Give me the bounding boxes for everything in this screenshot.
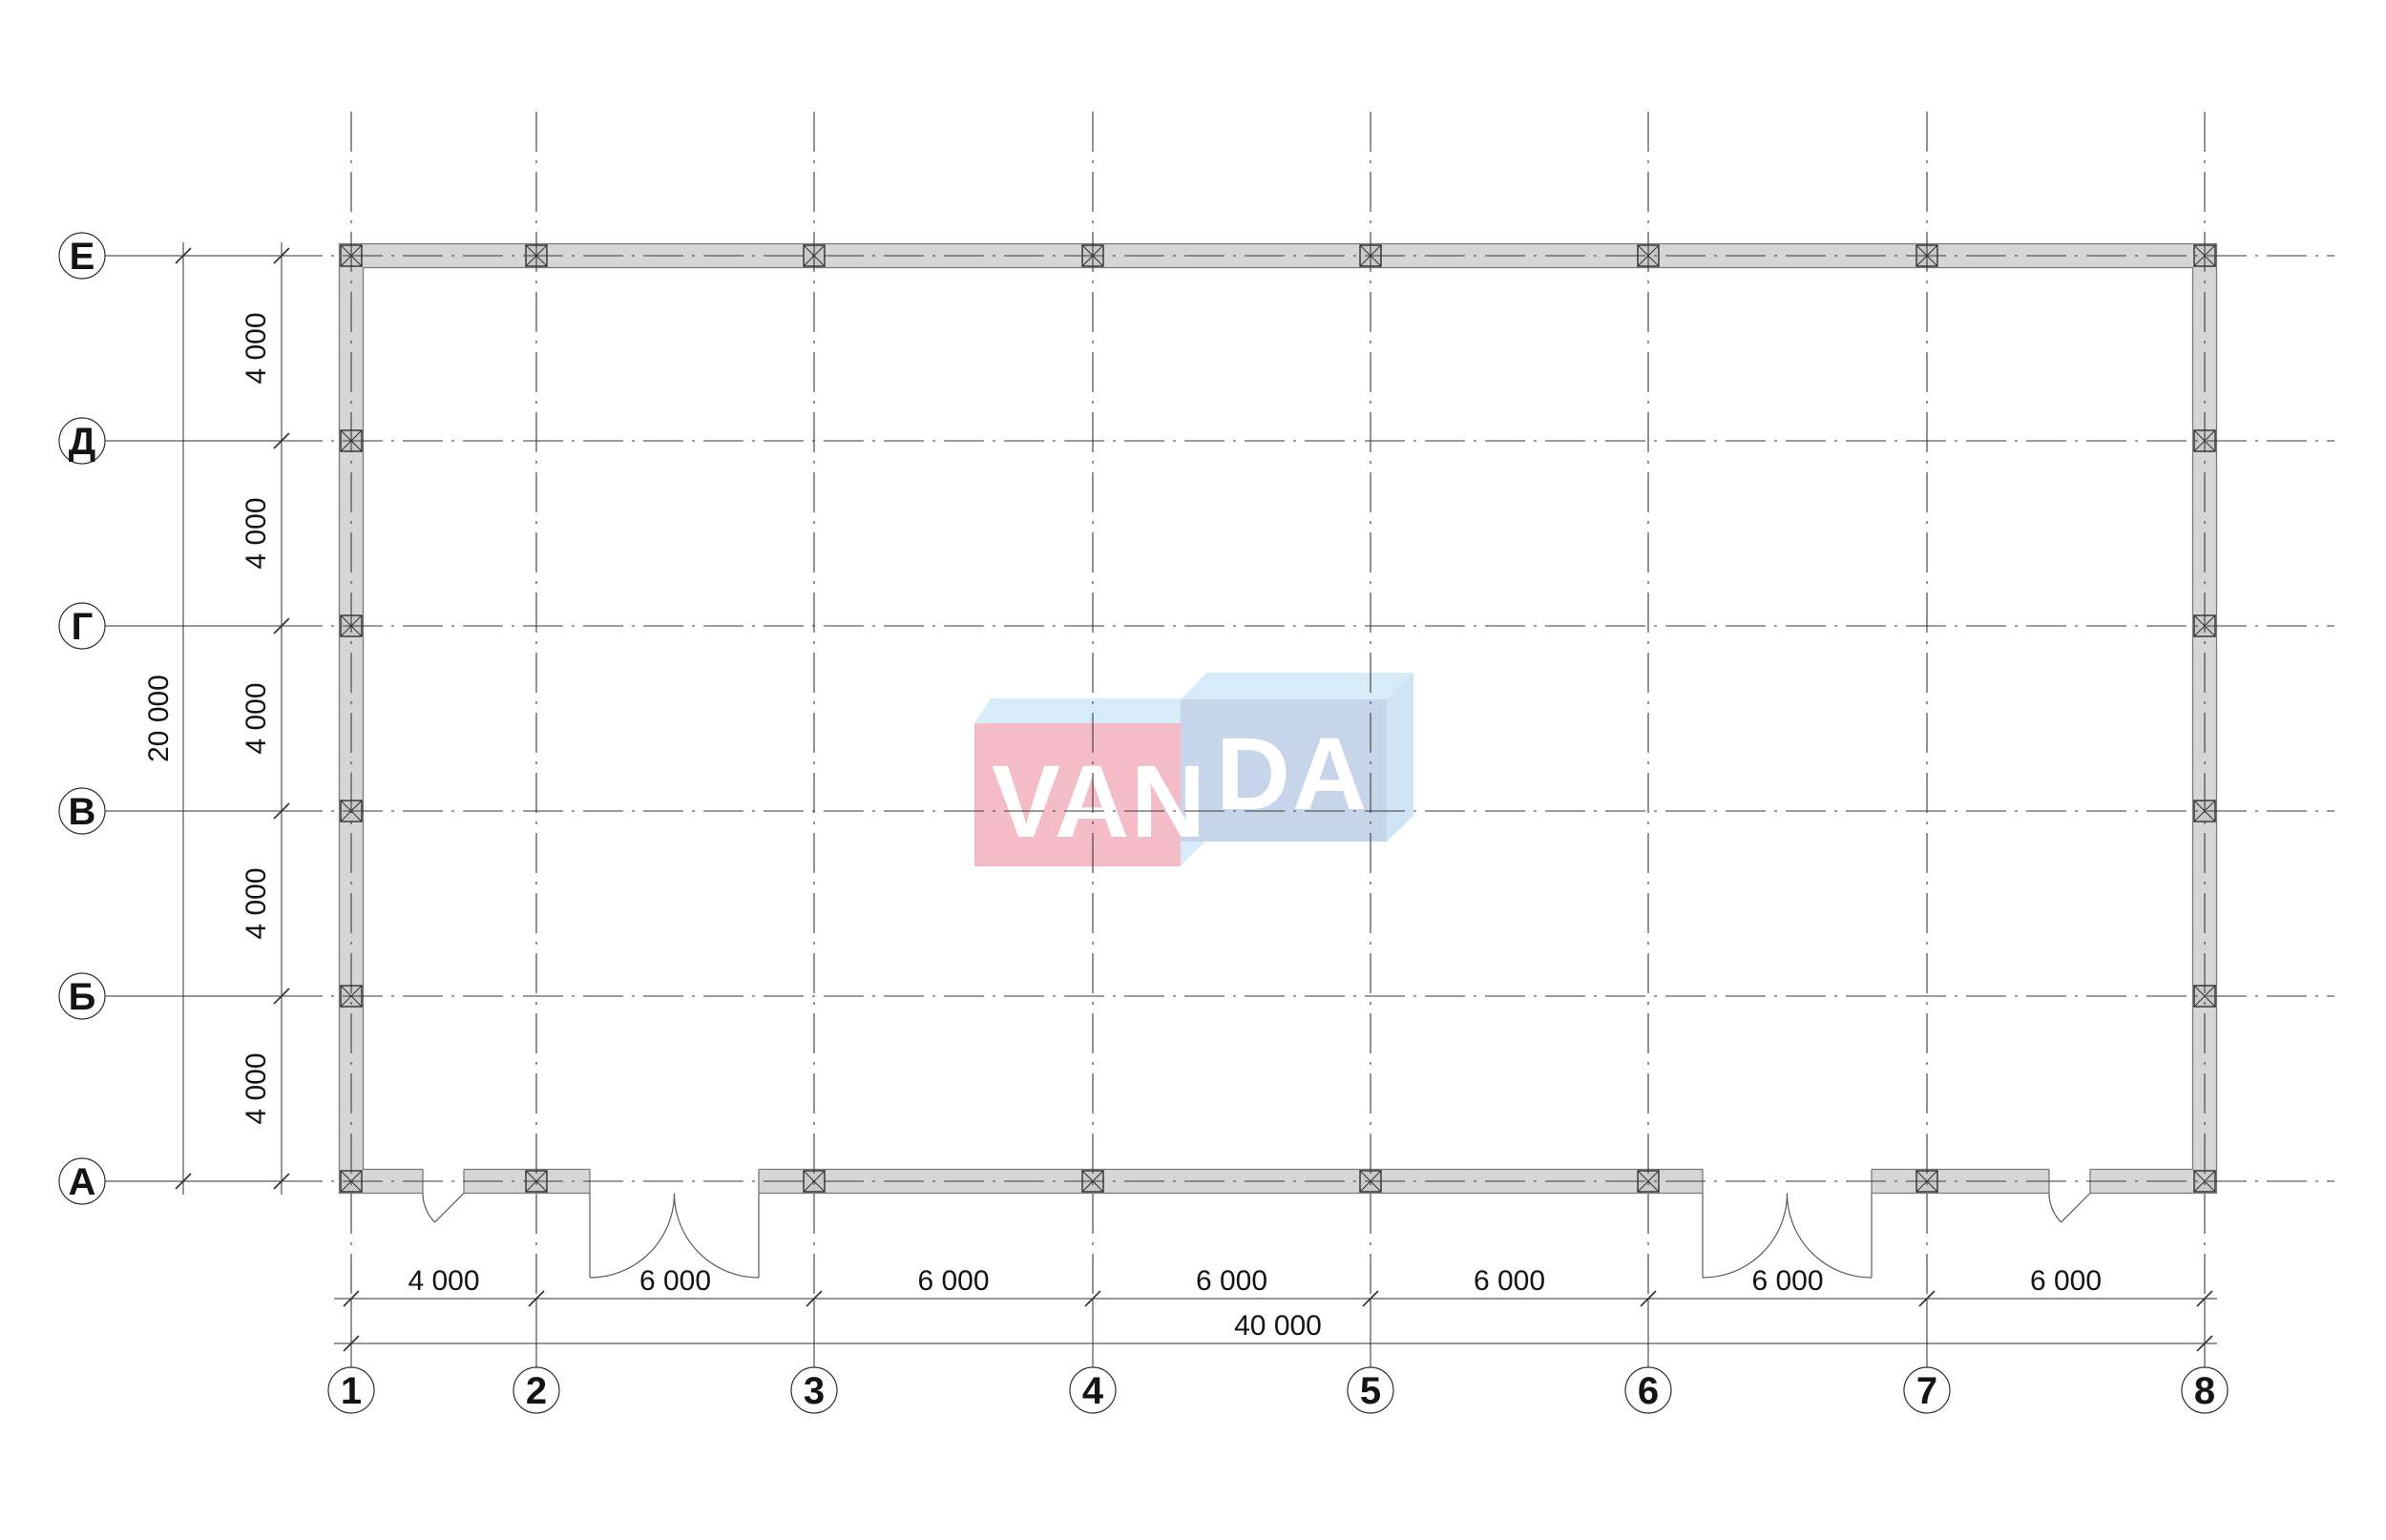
- axis-bubble-label: 1: [341, 1370, 362, 1412]
- axis-bubble-label: Е: [70, 236, 95, 278]
- dimension-tick: [175, 1173, 192, 1190]
- dimension-tick: [273, 988, 290, 1005]
- logo-blue-box-front-face: [1181, 699, 1387, 842]
- watermark-logo: VAN DA: [974, 673, 1413, 866]
- dimension-tick: [1640, 1290, 1657, 1307]
- logo-text-da: DA: [1216, 716, 1369, 831]
- column: [1637, 1170, 1660, 1193]
- axis-bubble: [327, 1366, 375, 1414]
- dimension-tick: [2196, 1335, 2213, 1352]
- dimension-tick: [1918, 1290, 1936, 1307]
- axis-bubble-label: А: [69, 1161, 96, 1203]
- grid-axis-lines: [105, 112, 2334, 1367]
- dimension-label: 4 000: [241, 682, 272, 754]
- door-swing-arc: [589, 1193, 676, 1279]
- axis-bubble: [58, 972, 106, 1020]
- dimension-label: 6 000: [2030, 1265, 2102, 1297]
- dimension-label: 6 000: [917, 1265, 989, 1297]
- dimension-label: 6 000: [1751, 1265, 1823, 1297]
- dimension-label: 20 000: [143, 675, 175, 762]
- dimension-tick: [273, 617, 290, 635]
- dimension-tick: [806, 1290, 823, 1307]
- dimension-tick: [528, 1290, 545, 1307]
- dimension-tick: [2196, 1290, 2213, 1307]
- dimension-label: 6 000: [1474, 1265, 1545, 1297]
- dimension-label: 4 000: [241, 867, 272, 939]
- door-swing-arc: [422, 1193, 436, 1223]
- logo-blue-box-top-face: [1181, 673, 1413, 699]
- dimension-tick: [1362, 1290, 1379, 1307]
- axis-bubble: [1347, 1366, 1394, 1414]
- dimension-label: 40 000: [1234, 1310, 1322, 1342]
- door-symbols: [422, 1193, 2091, 1279]
- axis-bubble: [58, 232, 106, 280]
- axis-bubble: [58, 1157, 106, 1205]
- door-swing-arc: [673, 1193, 760, 1279]
- axis-bubble-label: В: [69, 791, 96, 833]
- column-hatch: [2193, 985, 2216, 1008]
- axis-bubble-label: Д: [69, 421, 96, 463]
- axis-bubble: [1624, 1366, 1672, 1414]
- axis-bubble-label: 8: [2194, 1370, 2215, 1412]
- axis-bubble-label: 5: [1360, 1370, 1381, 1412]
- logo-blue-box-side-face: [1387, 673, 1413, 842]
- axis-bubble: [1903, 1366, 1951, 1414]
- logo-red-box-top-face: [974, 698, 1198, 723]
- dimension-label: 4 000: [241, 497, 272, 569]
- axis-bubble-label: 2: [526, 1370, 547, 1412]
- door-swing-arc: [2048, 1193, 2062, 1223]
- column: [2193, 985, 2216, 1008]
- dimension-tick: [273, 432, 290, 449]
- logo-red-box-front-face: [974, 723, 1181, 866]
- door-leaf: [2061, 1193, 2091, 1223]
- axis-bubble: [513, 1366, 560, 1414]
- dimension-tick: [343, 1335, 360, 1352]
- dimension-tick: [273, 802, 290, 820]
- column-hatch: [2193, 1170, 2216, 1193]
- dimension-chains: 4 000 4 000 4 000 4 000 4 000 20 000 4 000 6 00…: [143, 242, 2217, 1352]
- dimension-tick: [175, 247, 192, 264]
- logo-text-van: VAN: [992, 743, 1207, 859]
- column-hatch: [1637, 1170, 1660, 1193]
- axis-bubble: [1069, 1366, 1117, 1414]
- axis-bubble-label: 3: [804, 1370, 825, 1412]
- axis-bubble: [790, 1366, 838, 1414]
- dimension-tick: [273, 247, 290, 264]
- dimension-tick: [343, 1290, 360, 1307]
- axis-bubble: [2181, 1366, 2229, 1414]
- dimension-label: 4 000: [241, 312, 272, 384]
- axis-bubble-label: Б: [69, 976, 96, 1018]
- axis-bubble: [58, 602, 106, 650]
- wall-perimeter: [338, 242, 2218, 1195]
- dimension-label: 6 000: [1196, 1265, 1267, 1297]
- axis-bubble: [58, 417, 106, 465]
- dimension-label: 4 000: [241, 1052, 272, 1124]
- axis-bubble-label: 6: [1638, 1370, 1659, 1412]
- axis-bubble-label: 4: [1082, 1370, 1104, 1412]
- axis-bubble-label: Г: [72, 606, 94, 648]
- axis-bubbles: Е Д Г В Б А 1 2 3 4 5 6 7 8: [58, 232, 2229, 1414]
- axis-bubble: [58, 787, 106, 835]
- dimension-tick: [1084, 1290, 1101, 1307]
- door-swing-arc: [1786, 1193, 1873, 1279]
- door-leaf: [434, 1193, 465, 1223]
- axis-bubble-label: 7: [1916, 1370, 1937, 1412]
- dimension-tick: [273, 1173, 290, 1190]
- logo-junction-face: [1181, 842, 1205, 865]
- dimension-label: 6 000: [639, 1265, 711, 1297]
- door-swing-arc: [1702, 1193, 1789, 1279]
- dimension-label: 4 000: [408, 1265, 479, 1297]
